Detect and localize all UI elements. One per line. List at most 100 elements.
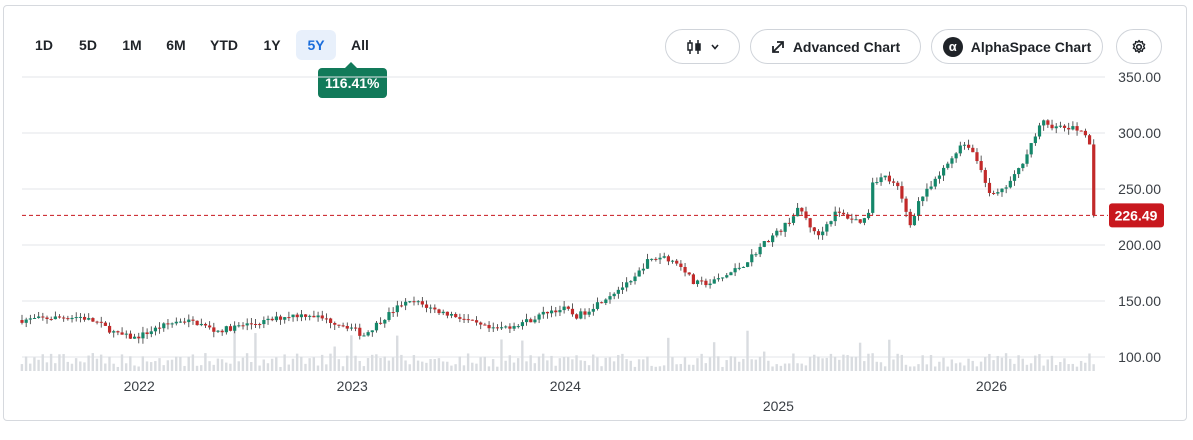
volume-bar (400, 354, 403, 371)
volume-bar (1025, 364, 1029, 371)
candle-body (153, 327, 158, 332)
candle-body (504, 326, 508, 328)
candle-body (95, 321, 99, 323)
candle-body (1033, 136, 1037, 144)
volume-bar (266, 363, 270, 371)
candle-body (979, 161, 983, 171)
alpha-icon: α (942, 36, 963, 57)
volume-bar (408, 364, 411, 371)
volume-bar (179, 356, 182, 371)
candle-body (729, 272, 733, 276)
range-button-all[interactable]: All (351, 37, 369, 53)
volume-bar (796, 363, 799, 371)
volume-bar (141, 356, 145, 371)
volume-bar (938, 361, 941, 371)
volume-bar (41, 354, 44, 371)
candle-body (241, 325, 245, 327)
range-button-6m[interactable]: 6M (166, 37, 186, 53)
alphaspace-chart-button[interactable]: α AlphaSpace Chart (931, 29, 1103, 64)
candle-body (524, 319, 529, 323)
candle-body (253, 323, 258, 325)
candle-body (1054, 126, 1058, 129)
volume-bar (1075, 366, 1079, 371)
advanced-chart-button[interactable]: Advanced Chart (750, 29, 921, 64)
candle-body (741, 266, 746, 268)
volume-bar (984, 356, 987, 371)
candle-body (124, 333, 128, 335)
candle-body (1037, 125, 1042, 137)
candle-body (178, 321, 183, 323)
volume-bar (988, 353, 991, 371)
candle-body (228, 326, 233, 331)
candle-body (1071, 126, 1075, 130)
volume-bar (671, 357, 674, 371)
candle-body (1025, 154, 1029, 164)
range-button-1y[interactable]: 1Y (263, 37, 281, 53)
volume-bar (216, 358, 220, 371)
volume-bar (571, 359, 574, 371)
candle-body (20, 320, 24, 323)
volume-bar (137, 366, 140, 371)
volume-bar (483, 356, 486, 371)
volume-bar (54, 363, 57, 371)
candle-body (454, 314, 458, 318)
expand-arrow-icon (771, 40, 785, 54)
candle-body (541, 311, 545, 315)
volume-bar (921, 355, 924, 371)
volume-bar (450, 365, 453, 371)
volume-bar (433, 359, 436, 371)
volume-bar (183, 365, 186, 371)
candle-body (1008, 180, 1012, 188)
settings-button[interactable] (1116, 29, 1162, 64)
volume-bar (579, 360, 582, 371)
candle-body (174, 321, 178, 324)
volume-bar (1084, 362, 1087, 371)
volume-bar (933, 366, 937, 371)
volume-bar (979, 361, 983, 371)
volume-bar (62, 354, 65, 371)
candle-body (270, 318, 274, 321)
chart-type-dropdown[interactable] (665, 29, 740, 64)
candle-body (379, 322, 383, 324)
candle-body (737, 267, 741, 269)
candle-body (704, 280, 708, 286)
volume-bar (429, 359, 432, 371)
candle-body (612, 293, 616, 297)
volume-bar (587, 365, 591, 371)
volume-bar (345, 355, 349, 371)
candle-body (120, 332, 124, 335)
volume-bar (946, 366, 949, 371)
candle-body (145, 332, 149, 335)
candle-body (1083, 130, 1087, 136)
volume-bar (404, 360, 407, 371)
volume-bar (70, 363, 74, 371)
candle-body (32, 317, 37, 319)
volume-bar (596, 357, 599, 371)
volume-bar (521, 340, 524, 371)
range-button-ytd[interactable]: YTD (210, 37, 238, 53)
volume-bar (554, 365, 557, 371)
candle-body (233, 325, 237, 331)
range-button-5d[interactable]: 5D (79, 37, 97, 53)
volume-bar (875, 361, 878, 371)
range-button-1d[interactable]: 1D (35, 37, 53, 53)
range-selector: 1D 5D 1M 6M YTD 1Y 5Y All (24, 30, 380, 60)
candle-body (837, 211, 841, 213)
volume-bar (604, 357, 607, 371)
candle-body (116, 331, 120, 333)
volume-bar (504, 360, 507, 371)
volume-bar (337, 359, 341, 371)
volume-bar (658, 366, 662, 371)
candle-body (1021, 163, 1025, 169)
candle-body (470, 319, 474, 321)
volume-bar (971, 360, 974, 371)
volume-bar (754, 359, 758, 371)
candle-body (570, 308, 575, 315)
candle-body (562, 306, 566, 311)
volume-bar (333, 346, 336, 371)
candle-body (354, 327, 358, 329)
volume-bar (1013, 363, 1016, 371)
range-button-1m[interactable]: 1M (122, 37, 142, 53)
range-button-5y[interactable]: 5Y (296, 30, 336, 60)
